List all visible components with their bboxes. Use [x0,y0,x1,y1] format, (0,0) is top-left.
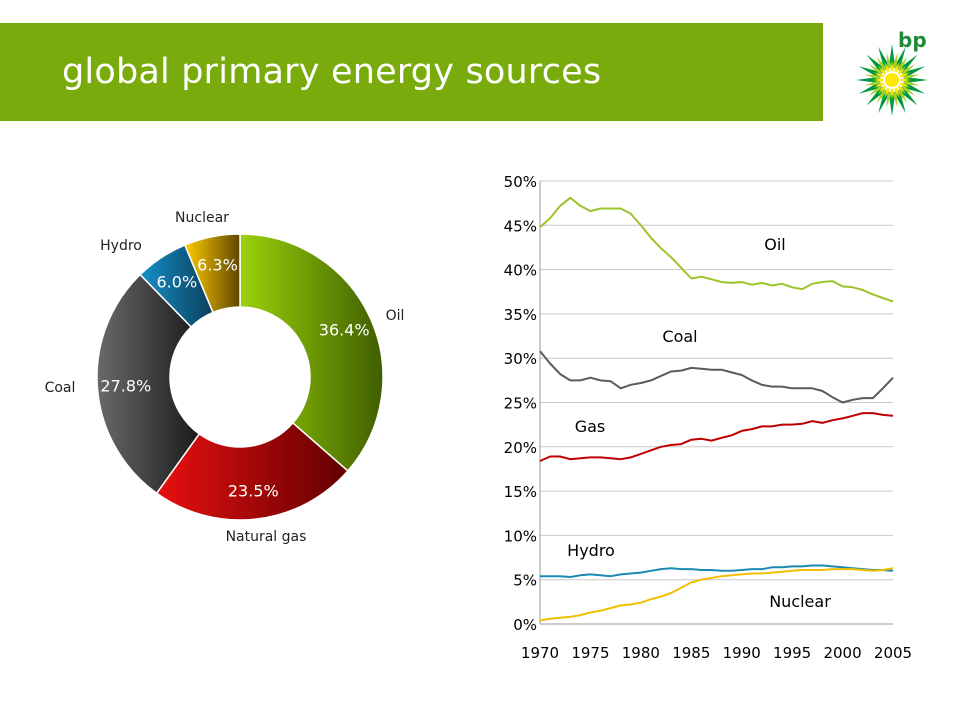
donut-category-label-hydro: Hydro [100,238,142,254]
logo-ray-yellow [893,61,900,74]
x-tick-label: 1975 [571,644,609,662]
x-tick-label: 1990 [723,644,761,662]
y-tick-label: 45% [504,217,537,235]
logo-ray-yellow [893,86,900,99]
logo-ray-green [888,44,896,67]
series-line-hydro [540,564,894,578]
y-tick-label: 50% [504,173,537,191]
y-tick-label: 0% [513,616,537,634]
logo-ray-green [858,82,881,94]
donut-slice-nuclear [183,233,241,314]
logo-ray-green [894,46,906,69]
x-tick-label: 1985 [672,644,710,662]
logo-ray-yellow [872,78,885,82]
donut-value-label-natural-gas: 23.5% [228,482,279,501]
y-tick-label: 25% [504,395,537,413]
logo-ray-green [878,46,890,69]
donut-category-label-natural-gas: Natural gas [226,529,307,545]
logo-ray-green [894,91,906,114]
donut-slice-natural-gas [155,421,349,521]
donut-slice-coal [96,273,201,495]
series-line-oil [539,196,894,303]
logo-ray-yellow [890,87,894,100]
logo-ray-green [905,76,928,84]
logo-ray-lightgreen [903,79,920,86]
donut-value-label-nuclear: 6.3% [197,256,238,275]
logo-ray-yellow [873,81,886,88]
series-label-oil: Oil [764,235,785,254]
logo-ray-yellow [877,84,888,95]
logo-ray-green [903,82,926,94]
logo-ray-lightgreen [903,74,920,81]
title-bar [0,23,823,121]
logo-ray-yellow [898,72,911,79]
logo-ray-yellow [890,60,894,73]
logo-ray-lightgreen [868,84,884,96]
logo-ray-lightgreen [864,79,881,86]
x-tick-label: 2000 [823,644,861,662]
logo-ray-yellow [896,84,907,95]
logo-ray-yellow [884,61,891,74]
logo-ray-lightgreen [900,64,916,76]
logo-ray-lightgreen [886,91,893,108]
donut-category-label-coal: Coal [45,380,76,396]
logo-ray-lightgreen [876,56,888,72]
y-tick-label: 10% [504,527,537,545]
logo-ray-yellow [884,86,891,99]
x-tick-label: 1995 [773,644,811,662]
logo-ray-lightgreen [876,88,888,104]
x-tick-label: 2005 [874,644,912,662]
page-title: global primary energy sources [62,52,602,92]
y-tick-label: 35% [504,306,537,324]
logo-ray-green [858,66,881,78]
logo-ray-lightgreen [896,56,908,72]
series-label-nuclear: Nuclear [769,592,831,611]
series-label-hydro: Hydro [567,541,615,560]
logo-ray-yellow [899,78,912,82]
logo-ray-yellow [877,65,888,76]
series-label-gas: Gas [575,417,606,436]
logo-ray-green [856,76,879,84]
logo-ray-lightgreen [891,91,898,108]
logo-ray-green [888,93,896,116]
series-line-nuclear [539,567,894,622]
logo-ray-lightgreen [891,52,898,69]
donut-value-label-hydro: 6.0% [157,272,198,291]
logo-ray-lightgreen [886,52,893,69]
bp-logo-text: bp [898,28,927,52]
y-tick-label: 15% [504,483,537,501]
donut-category-label-oil: Oil [386,308,405,324]
logo-core [885,73,899,87]
line-chart: 0% 5% 10% 15% 20% 25% 30% 35% 40% 45% 50% 1970 1975 1… [504,173,912,662]
logo-ray-lightgreen [864,74,881,81]
logo-ray-green [903,66,926,78]
y-tick-label: 20% [504,439,537,457]
logo-ray-lightgreen [896,88,908,104]
y-tick-label: 30% [504,350,537,368]
logo-ray-lightgreen [868,64,884,76]
bp-helios-logo-icon [856,44,928,116]
series-line-coal [539,350,894,404]
logo-ray-lightgreen [900,84,916,96]
y-tick-label: 5% [513,572,537,590]
y-tick-label: 40% [504,262,537,280]
series-line-gas [539,412,894,462]
logo-ray-yellow [898,81,911,88]
donut-value-label-coal: 27.8% [100,377,151,396]
logo-ray-yellow [896,65,907,76]
x-tick-label: 1970 [521,644,559,662]
donut-category-label-nuclear: Nuclear [175,210,229,226]
x-tick-label: 1980 [622,644,660,662]
donut-chart: 36.4% Oil 23.5% Natural gas 27.8% Coal 6.0% Hyd… [45,210,405,545]
logo-ray-yellow [873,72,886,79]
donut-value-label-oil: 36.4% [319,321,370,340]
logo-ray-green [878,91,890,114]
series-label-coal: Coal [662,327,697,346]
donut-slice-oil [239,233,384,472]
